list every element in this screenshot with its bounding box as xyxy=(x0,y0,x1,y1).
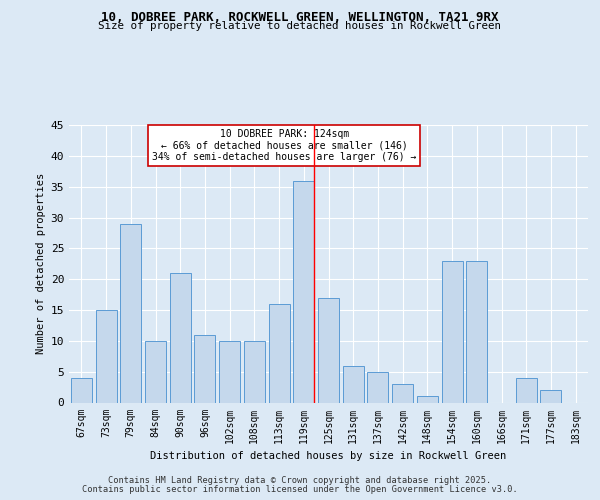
Bar xyxy=(516,378,537,402)
Bar xyxy=(417,396,438,402)
Bar xyxy=(318,298,339,403)
Bar xyxy=(343,366,364,403)
Bar xyxy=(219,341,240,402)
Bar xyxy=(194,334,215,402)
Text: Contains public sector information licensed under the Open Government Licence v3: Contains public sector information licen… xyxy=(82,485,518,494)
Text: Contains HM Land Registry data © Crown copyright and database right 2025.: Contains HM Land Registry data © Crown c… xyxy=(109,476,491,485)
Bar xyxy=(120,224,141,402)
Bar xyxy=(293,180,314,402)
Bar xyxy=(269,304,290,402)
Text: 10 DOBREE PARK: 124sqm
← 66% of detached houses are smaller (146)
34% of semi-de: 10 DOBREE PARK: 124sqm ← 66% of detached… xyxy=(152,129,416,162)
Bar xyxy=(442,260,463,402)
Bar xyxy=(95,310,116,402)
Bar xyxy=(71,378,92,402)
Bar xyxy=(170,273,191,402)
Bar xyxy=(244,341,265,402)
Bar xyxy=(145,341,166,402)
X-axis label: Distribution of detached houses by size in Rockwell Green: Distribution of detached houses by size … xyxy=(151,451,506,461)
Text: 10, DOBREE PARK, ROCKWELL GREEN, WELLINGTON, TA21 9RX: 10, DOBREE PARK, ROCKWELL GREEN, WELLING… xyxy=(101,11,499,24)
Text: Size of property relative to detached houses in Rockwell Green: Size of property relative to detached ho… xyxy=(98,21,502,31)
Y-axis label: Number of detached properties: Number of detached properties xyxy=(37,173,46,354)
Bar xyxy=(541,390,562,402)
Bar xyxy=(466,260,487,402)
Bar xyxy=(367,372,388,402)
Bar xyxy=(392,384,413,402)
